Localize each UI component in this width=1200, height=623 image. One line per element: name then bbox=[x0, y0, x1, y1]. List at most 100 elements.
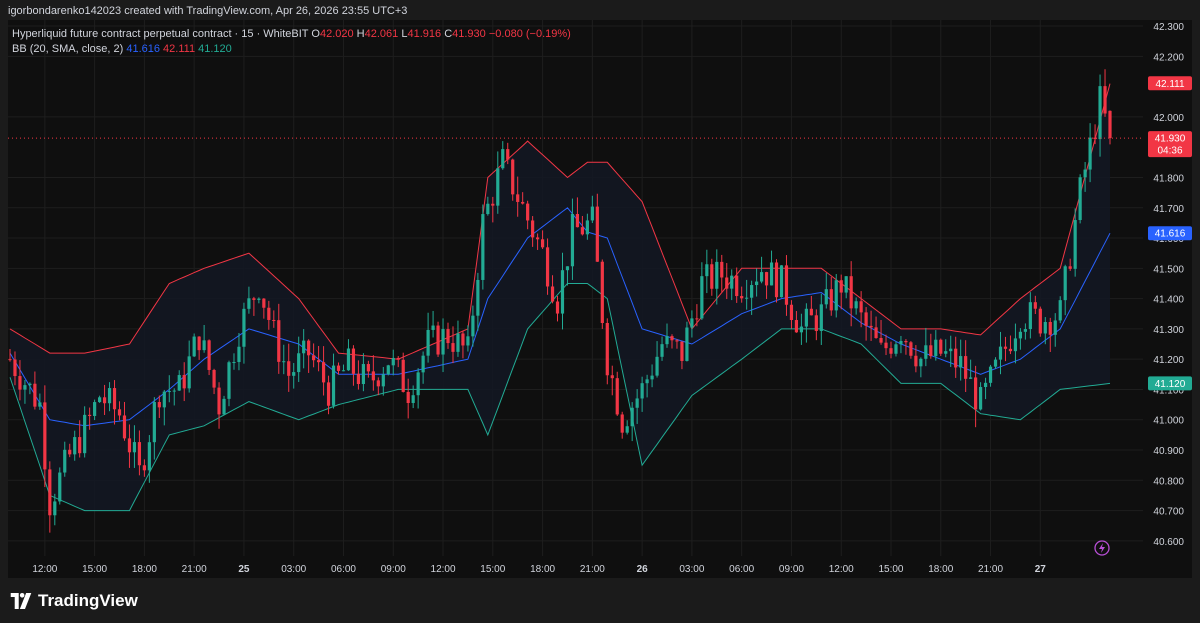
candle-body bbox=[595, 206, 599, 262]
candle-body bbox=[1068, 266, 1072, 269]
chart-area[interactable]: 42.30042.20042.00041.80041.70041.60041.5… bbox=[8, 20, 1192, 578]
candle-body bbox=[237, 346, 241, 363]
candle-body bbox=[132, 442, 137, 453]
candle-body bbox=[456, 333, 460, 352]
candle-body bbox=[864, 312, 868, 326]
x-tick-label: 12:00 bbox=[829, 564, 854, 575]
candle-body bbox=[192, 336, 196, 357]
candle-body bbox=[396, 357, 400, 360]
candle-body bbox=[272, 319, 276, 321]
candle-body bbox=[874, 327, 878, 338]
candle-body bbox=[252, 298, 256, 300]
candle-body bbox=[431, 325, 435, 330]
candle-body bbox=[1043, 321, 1047, 334]
price-chart[interactable]: 42.30042.20042.00041.80041.70041.60041.5… bbox=[8, 20, 1192, 578]
candle-body bbox=[1073, 220, 1077, 269]
candle-body bbox=[660, 344, 664, 357]
y-tick-label: 42.300 bbox=[1153, 22, 1184, 33]
candle-body bbox=[575, 213, 580, 228]
x-tick-label: 12:00 bbox=[32, 564, 57, 575]
candle-body bbox=[441, 329, 445, 355]
candle-body bbox=[555, 301, 560, 314]
legend-bb-basis: 41.616 bbox=[126, 43, 160, 55]
candle-body bbox=[1063, 266, 1067, 301]
candle-body bbox=[969, 377, 973, 379]
candle-body bbox=[978, 387, 983, 410]
candle-body bbox=[650, 375, 654, 380]
candle-body bbox=[127, 438, 132, 453]
candle-body bbox=[177, 375, 181, 391]
candle-body bbox=[934, 339, 938, 357]
candle-body bbox=[1013, 338, 1018, 352]
x-tick-label: 03:00 bbox=[679, 564, 704, 575]
candle-body bbox=[23, 385, 27, 390]
candle-body bbox=[376, 380, 380, 387]
legend-close-value: 41.930 bbox=[452, 28, 486, 40]
candle-body bbox=[282, 361, 286, 363]
candle-body bbox=[83, 414, 87, 454]
lightning-icon[interactable] bbox=[1094, 540, 1110, 556]
candle-body bbox=[167, 391, 171, 393]
candle-body bbox=[824, 289, 828, 305]
candle-body bbox=[1033, 302, 1037, 309]
price-label-text: 41.616 bbox=[1155, 229, 1186, 240]
y-tick-label: 40.900 bbox=[1153, 446, 1184, 457]
candle-body bbox=[774, 262, 779, 298]
candle-body bbox=[202, 340, 206, 351]
candle-body bbox=[38, 402, 42, 407]
candle-body bbox=[312, 355, 316, 361]
bollinger-bands bbox=[9, 83, 1111, 512]
candle-body bbox=[1048, 321, 1052, 335]
candle-body bbox=[804, 308, 808, 327]
candle-body bbox=[630, 407, 634, 427]
candle-body bbox=[829, 289, 833, 311]
candle-body bbox=[386, 365, 390, 375]
candle-body bbox=[321, 362, 326, 383]
legend-symbol: Hyperliquid future contract perpetual co… bbox=[12, 28, 309, 40]
candle-body bbox=[28, 383, 32, 386]
candle-body bbox=[217, 387, 221, 415]
candle-body bbox=[1053, 320, 1057, 335]
candle-body bbox=[570, 213, 575, 267]
candle-body bbox=[1093, 137, 1097, 140]
tradingview-logo-icon bbox=[10, 593, 32, 609]
legend-bb-lower: 41.120 bbox=[198, 43, 232, 55]
candle-body bbox=[645, 379, 649, 384]
candle-body bbox=[799, 326, 804, 333]
candle-body bbox=[789, 304, 794, 321]
candle-body bbox=[102, 397, 107, 404]
legend-high-value: 42.061 bbox=[364, 28, 399, 40]
legend-change: −0.080 (−0.19%) bbox=[488, 28, 571, 40]
x-tick-label: 06:00 bbox=[331, 564, 356, 575]
candle-body bbox=[117, 409, 122, 416]
bb-lower-line bbox=[9, 283, 1111, 512]
candle-body bbox=[222, 398, 226, 415]
candle-body bbox=[466, 336, 470, 346]
candle-body bbox=[993, 359, 998, 367]
candle-body bbox=[307, 340, 311, 356]
candle-body bbox=[381, 374, 385, 387]
price-label-text: 41.120 bbox=[1155, 379, 1186, 390]
candle-body bbox=[242, 308, 246, 347]
candle-body bbox=[690, 318, 694, 328]
candle-body bbox=[227, 362, 231, 399]
brand[interactable]: TradingView bbox=[10, 591, 138, 611]
legend-low-label: L bbox=[401, 28, 408, 40]
candle-body bbox=[326, 382, 331, 406]
y-tick-label: 41.100 bbox=[1153, 385, 1184, 396]
candle-body bbox=[351, 348, 356, 374]
candle-body bbox=[610, 375, 614, 379]
candle-body bbox=[97, 397, 102, 403]
candle-body bbox=[809, 308, 813, 316]
candle-body bbox=[58, 472, 62, 502]
candle-body bbox=[735, 275, 739, 297]
candle-body bbox=[730, 275, 734, 289]
candle-body bbox=[665, 336, 669, 345]
candle-body bbox=[1103, 86, 1107, 114]
candle-body bbox=[157, 402, 161, 408]
candle-body bbox=[122, 415, 127, 439]
candle-body bbox=[779, 265, 784, 298]
candle-body bbox=[625, 426, 629, 433]
price-label-last bbox=[1148, 131, 1192, 158]
candle-body bbox=[869, 325, 873, 328]
